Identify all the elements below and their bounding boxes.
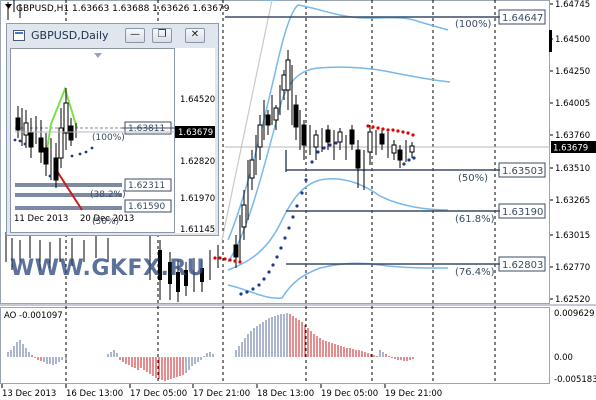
mini-current-price-box [175,126,215,138]
fibonacci-lines [225,16,500,265]
svg-text:1.62820: 1.62820 [180,157,215,167]
daily-chart-area[interactable]: 1.63811 (100%) 1.62311 (38.2%) 1.61590 (… [10,48,215,233]
mini-fib-38-pct: (38.2%) [90,190,126,200]
restore-button[interactable]: ❐ [152,28,172,43]
time-axis: 13 Dec 2013 16 Dec 13:00 17 Dec 05:00 17… [2,389,442,399]
fib-61-price: 1.63190 [502,207,543,218]
mini-time-label-2: 20 Dec 2013 [80,214,135,224]
mini-price-axis: 1.64520 1.62820 1.61970 1.61145 [180,95,215,233]
svg-text:17 Dec 05:00: 17 Dec 05:00 [130,389,187,399]
svg-text:1.62770: 1.62770 [555,263,590,273]
chart-window-icon [13,30,25,41]
close-button[interactable]: ✕ [185,28,205,43]
svg-text:1.64250: 1.64250 [555,67,590,77]
svg-text:16 Dec 13:00: 16 Dec 13:00 [66,389,123,399]
minimize-button[interactable]: — [125,28,145,43]
svg-text:1.64005: 1.64005 [555,99,590,109]
fib-76-price: 1.62803 [502,260,543,271]
watermark: WWW.GKFX.RU [10,256,205,281]
svg-text:0.00: 0.00 [554,353,573,363]
svg-text:1.61970: 1.61970 [180,194,215,204]
svg-text:17 Dec 21:00: 17 Dec 21:00 [193,389,250,399]
svg-text:1.63265: 1.63265 [555,196,590,206]
svg-text:0.009629: 0.009629 [554,309,595,319]
svg-text:-0.005183: -0.005183 [554,375,596,385]
mini-fib-50-pct: (50%) [92,217,119,227]
fib-76-pct: (76.4%) [455,267,495,278]
daily-window-title: GBPUSD,Daily [31,29,109,42]
svg-text:19 Dec 21:00: 19 Dec 21:00 [385,389,442,399]
svg-text:13 Dec 2013: 13 Dec 2013 [2,389,56,399]
parabolic-sar-up [239,141,416,296]
bollinger-bands [227,0,451,299]
fib-61-pct: (61.8%) [455,214,495,225]
daily-chart-window[interactable]: GBPUSD,Daily — ❐ ✕ [6,23,219,236]
price-candles [235,50,413,268]
svg-text:1.64500: 1.64500 [555,35,590,45]
fib-50-pct: (50%) [458,173,488,184]
mini-current-price: 1.63679 [178,128,213,138]
ao-label: AO -0.001097 [4,311,63,321]
mini-time-axis: 11 Dec 2013 20 Dec 2013 [10,214,215,244]
svg-text:1.64520: 1.64520 [180,95,215,105]
ao-histogram-down [31,314,414,381]
svg-text:1.63015: 1.63015 [555,231,590,241]
fib-100-pct: (100%) [455,19,491,30]
chart-title: GBPUSD,H1 1.63663 1.63688 1.63626 1.6367… [16,4,230,14]
mini-fib-50-price: 1.61590 [128,202,165,212]
svg-text:1.61145: 1.61145 [180,225,215,233]
price-axis: 1.64745 1.64500 1.64250 1.64005 1.63760 … [555,0,590,305]
current-price-box [551,141,596,153]
mini-fib-100-pct: (100%) [92,133,125,143]
ao-histogram-up [7,313,384,373]
ao-axis: 0.009629 0.00 -0.005183 [554,309,596,385]
svg-text:18 Dec 13:00: 18 Dec 13:00 [257,389,314,399]
svg-text:1.62520: 1.62520 [555,295,590,305]
mini-time-label-1: 11 Dec 2013 [14,214,69,224]
svg-text:1.63760: 1.63760 [555,131,590,141]
parabolic-sar-down [213,124,415,264]
fib-100-price: 1.64647 [502,13,543,24]
current-price-label: 1.63679 [553,144,588,154]
mini-fib-38-price: 1.62311 [128,181,165,191]
fib-50-price: 1.63503 [502,166,543,177]
daily-window-titlebar[interactable]: GBPUSD,Daily — ❐ ✕ [7,24,218,47]
mini-fib-100-price: 1.63811 [128,124,165,134]
svg-text:1.63510: 1.63510 [555,164,590,174]
svg-text:1.64745: 1.64745 [555,0,590,10]
svg-text:19 Dec 05:00: 19 Dec 05:00 [321,389,378,399]
